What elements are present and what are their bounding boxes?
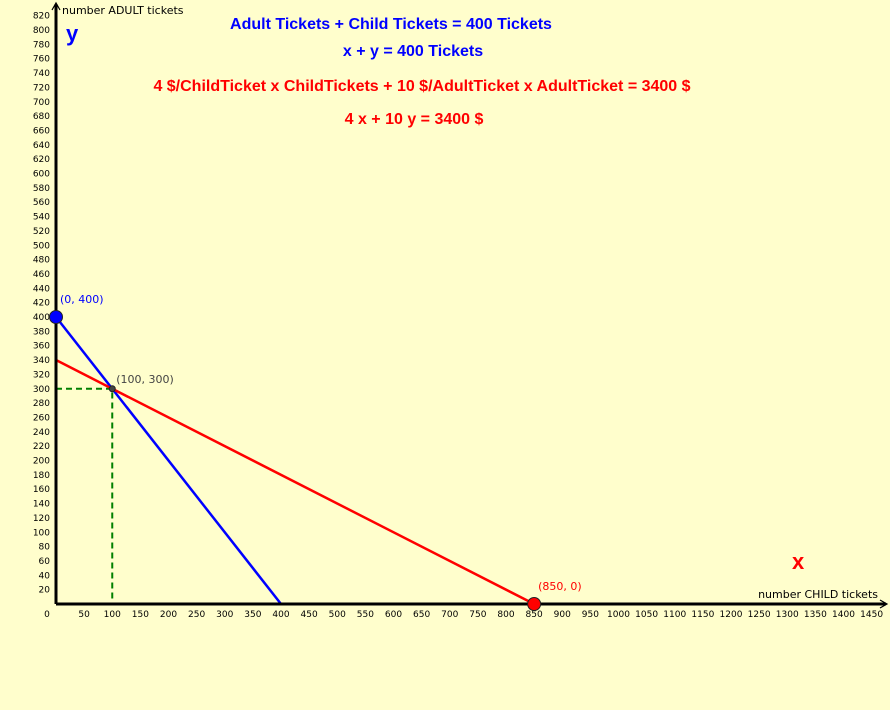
annotation-cost-equation: 4 $/ChildTicket x ChildTickets + 10 $/Ad… [153, 78, 690, 95]
series-line-0 [55, 316, 282, 605]
point-label-1: (100, 300) [116, 373, 174, 386]
axes [51, 1, 889, 609]
y-tick-label: 680 [33, 112, 50, 122]
y-tick-label: 560 [33, 198, 50, 208]
point-label-0: (0, 400) [60, 293, 104, 306]
y-tick-label: 400 [33, 313, 50, 323]
y-axis-title: number ADULT tickets [62, 4, 184, 17]
y-tick-label: 120 [33, 514, 50, 524]
series-line-1 [55, 358, 535, 606]
y-tick-label: 600 [33, 170, 50, 180]
x-tick-label: 100 [104, 610, 121, 620]
y-tick-label: 80 [39, 543, 51, 553]
y-tick-label: 340 [33, 356, 50, 366]
x-tick-label: 850 [526, 610, 543, 620]
y-tick-label: 100 [33, 528, 50, 538]
y-tick-label: 440 [33, 284, 50, 294]
x-tick-labels: 0 50 100 150 200 250 300 350 400 450 500 550 600 650 7… [44, 610, 883, 620]
y-tick-label: 740 [33, 69, 50, 79]
annotation-sum-equation: Adult Tickets + Child Tickets = 400 Tick… [230, 16, 552, 33]
x-tick-label: 1000 [607, 610, 630, 620]
y-tick-label: 500 [33, 241, 50, 251]
y-tick-label: 700 [33, 98, 50, 108]
y-tick-label: 800 [33, 26, 50, 36]
x-tick-label: 1450 [860, 610, 883, 620]
y-tick-label: 380 [33, 327, 50, 337]
x-axis-letter: x [792, 549, 805, 574]
x-tick-label: 450 [301, 610, 318, 620]
x-tick-label: 50 [78, 610, 90, 620]
y-axis-letter: y [66, 21, 79, 46]
guide-line-0 [56, 387, 114, 604]
y-tick-label: 160 [33, 485, 50, 495]
x-tick-label: 400 [272, 610, 289, 620]
x-tick-label: 650 [413, 610, 430, 620]
data-point-2 [527, 597, 542, 611]
x-tick-label: 150 [132, 610, 149, 620]
y-tick-label: 40 [39, 571, 51, 581]
y-tick-label: 820 [33, 12, 50, 22]
annotation-cost-short: 4 x + 10 y = 3400 $ [345, 111, 484, 128]
y-tick-label: 420 [33, 299, 50, 309]
x-tick-label: 1200 [720, 610, 743, 620]
x-tick-label: 500 [329, 610, 346, 620]
points: (0, 400) (100, 300) (850, 0) [49, 293, 582, 611]
y-tick-label: 220 [33, 442, 50, 452]
x-tick-label: 900 [554, 610, 571, 620]
x-tick-label: 550 [357, 610, 374, 620]
x-axis-arrow [879, 599, 889, 609]
y-tick-label: 520 [33, 227, 50, 237]
y-tick-label: 60 [39, 557, 51, 567]
y-tick-label: 260 [33, 413, 50, 423]
x-axis-title: number CHILD tickets [758, 588, 878, 601]
y-tick-labels: 20 40 60 80 100 120 140 160 180 200 220 240 260 280 30… [33, 12, 50, 596]
series-lines [55, 316, 535, 606]
annotation-sum-short: x + y = 400 Tickets [343, 43, 483, 60]
y-tick-label: 360 [33, 342, 50, 352]
y-tick-label: 620 [33, 155, 50, 165]
y-tick-label: 460 [33, 270, 50, 280]
y-tick-label: 200 [33, 457, 50, 467]
y-tick-label: 20 [39, 586, 51, 596]
guide-lines [56, 387, 114, 604]
x-tick-label: 950 [582, 610, 599, 620]
x-tick-label: 800 [497, 610, 514, 620]
x-tick-label: 700 [441, 610, 458, 620]
y-tick-label: 640 [33, 141, 50, 151]
x-tick-label: 1400 [832, 610, 855, 620]
data-point-0 [49, 310, 63, 324]
x-tick-label: 300 [216, 610, 233, 620]
y-tick-label: 580 [33, 184, 50, 194]
x-tick-label: 1100 [663, 610, 686, 620]
x-tick-label: 350 [244, 610, 261, 620]
y-tick-label: 660 [33, 126, 50, 136]
y-tick-label: 480 [33, 256, 50, 266]
y-tick-label: 240 [33, 428, 50, 438]
x-tick-label: 600 [385, 610, 402, 620]
x-tick-label: 1050 [635, 610, 658, 620]
x-tick-label: 1250 [748, 610, 771, 620]
y-tick-label: 780 [33, 40, 50, 50]
y-tick-label: 140 [33, 500, 50, 510]
y-tick-label: 300 [33, 385, 50, 395]
x-tick-label: 750 [469, 610, 486, 620]
x-tick-label: 250 [188, 610, 205, 620]
point-label-2: (850, 0) [538, 580, 582, 593]
data-point-1 [108, 385, 116, 393]
y-tick-label: 760 [33, 55, 50, 65]
x-tick-label: 1300 [776, 610, 799, 620]
y-tick-label: 720 [33, 83, 50, 93]
x-tick-label: 200 [160, 610, 177, 620]
y-axis-arrow [51, 1, 61, 11]
y-tick-label: 180 [33, 471, 50, 481]
x-tick-label: 0 [44, 610, 50, 620]
y-tick-label: 540 [33, 213, 50, 223]
x-tick-label: 1350 [804, 610, 827, 620]
y-tick-label: 280 [33, 399, 50, 409]
y-tick-label: 320 [33, 370, 50, 380]
x-tick-label: 1150 [691, 610, 714, 620]
